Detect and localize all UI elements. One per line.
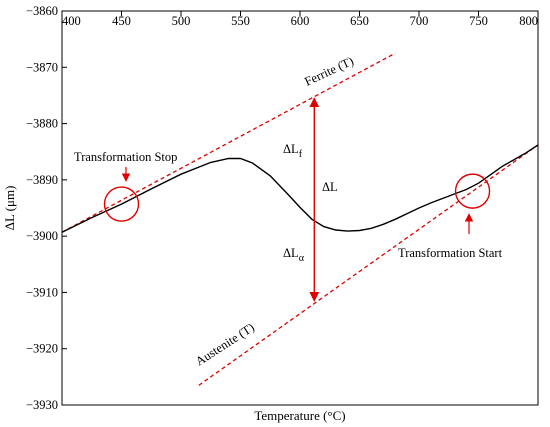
ferrite-label: Ferrite (T) bbox=[302, 54, 355, 89]
delta-l-label: ΔL bbox=[322, 180, 338, 194]
y-tick-label: −3920 bbox=[26, 342, 58, 356]
austenite-label: Austenite (T) bbox=[193, 320, 257, 368]
x-tick-label: 750 bbox=[469, 14, 488, 28]
x-axis-title: Temperature (°C) bbox=[254, 408, 345, 423]
transformation-start-circle bbox=[454, 173, 491, 209]
delta-l-f-label: ΔLf bbox=[283, 142, 303, 160]
y-tick-label: −3910 bbox=[26, 285, 58, 299]
x-tick-label: 600 bbox=[291, 14, 310, 28]
transformation-start-label: Transformation Start bbox=[398, 246, 503, 260]
y-tick-label: −3930 bbox=[26, 398, 58, 412]
x-tick-label: 400 bbox=[62, 14, 81, 28]
y-tick-label: −3890 bbox=[26, 173, 58, 187]
y-tick-label: −3870 bbox=[26, 60, 58, 74]
delta-l-alpha-label: ΔLα bbox=[283, 246, 305, 264]
y-tick-label: −3860 bbox=[26, 4, 58, 18]
x-tick-label: 800 bbox=[519, 14, 538, 28]
reference-line bbox=[198, 144, 539, 386]
x-tick-label: 450 bbox=[112, 14, 131, 28]
transformation-stop-circle bbox=[103, 186, 140, 222]
x-tick-label: 550 bbox=[231, 14, 250, 28]
reference-lines bbox=[61, 52, 539, 386]
y-axis: −3860 −3870 −3880 −3890 −3900 −3910 −3920 −3930 bbox=[26, 4, 67, 412]
reference-line bbox=[61, 52, 396, 233]
x-axis: 400 450 500 550 600 650 700 750 800 bbox=[61, 11, 539, 28]
transformation-stop-label: Transformation Stop bbox=[74, 150, 177, 164]
y-axis-title: ΔL (μm) bbox=[2, 186, 17, 231]
x-tick-label: 650 bbox=[350, 14, 369, 28]
x-tick-label: 500 bbox=[172, 14, 191, 28]
y-tick-label: −3900 bbox=[26, 229, 58, 243]
y-tick-label: −3880 bbox=[26, 117, 58, 131]
series-line bbox=[61, 144, 539, 233]
x-tick-label: 700 bbox=[410, 14, 429, 28]
